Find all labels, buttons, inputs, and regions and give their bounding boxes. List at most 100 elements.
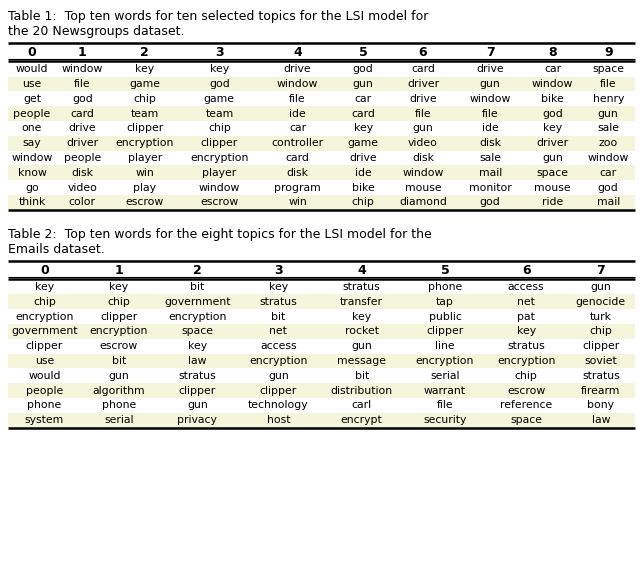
- Text: key: key: [35, 282, 54, 292]
- Text: monitor: monitor: [469, 182, 511, 192]
- Text: bike: bike: [541, 94, 564, 104]
- Text: government: government: [11, 327, 77, 337]
- Text: play: play: [133, 182, 156, 192]
- Text: window: window: [470, 94, 511, 104]
- Text: security: security: [423, 415, 467, 425]
- Text: get: get: [23, 94, 41, 104]
- Text: video: video: [67, 182, 97, 192]
- Text: ride: ride: [542, 197, 563, 208]
- Text: clipper: clipper: [426, 327, 463, 337]
- Text: 1: 1: [78, 46, 86, 59]
- Text: chip: chip: [589, 327, 612, 337]
- Text: encrypt: encrypt: [341, 415, 383, 425]
- Text: window: window: [198, 182, 240, 192]
- Text: know: know: [17, 168, 46, 178]
- Text: chip: chip: [108, 297, 131, 307]
- Text: key: key: [352, 311, 371, 321]
- Text: tap: tap: [436, 297, 454, 307]
- Text: pat: pat: [517, 311, 535, 321]
- Text: Emails dataset.: Emails dataset.: [8, 243, 105, 256]
- Text: chip: chip: [515, 371, 538, 381]
- Text: file: file: [74, 79, 91, 89]
- Text: clipper: clipper: [201, 138, 238, 148]
- Text: game: game: [204, 94, 235, 104]
- Text: disk: disk: [71, 168, 93, 178]
- Text: game: game: [129, 79, 160, 89]
- Text: rocket: rocket: [345, 327, 379, 337]
- Text: stratus: stratus: [260, 297, 298, 307]
- Text: god: god: [480, 197, 500, 208]
- Text: card: card: [285, 153, 310, 163]
- Text: think: think: [19, 197, 45, 208]
- Text: video: video: [408, 138, 438, 148]
- Text: gun: gun: [598, 109, 619, 118]
- Text: drive: drive: [68, 123, 96, 134]
- Text: phone: phone: [28, 401, 61, 411]
- Text: Table 2:  Top ten words for the eight topics for the LSI model for the: Table 2: Top ten words for the eight top…: [8, 228, 432, 241]
- Text: gun: gun: [108, 371, 129, 381]
- Text: ide: ide: [355, 168, 371, 178]
- Text: encryption: encryption: [115, 138, 174, 148]
- Text: 7: 7: [596, 264, 605, 277]
- Text: window: window: [588, 153, 629, 163]
- Text: diamond: diamond: [399, 197, 447, 208]
- Text: would: would: [16, 64, 48, 74]
- Text: host: host: [267, 415, 290, 425]
- Text: encryption: encryption: [497, 356, 556, 366]
- Bar: [8, 165, 635, 180]
- Text: 5: 5: [358, 46, 367, 59]
- Bar: [8, 413, 635, 427]
- Text: sale: sale: [597, 123, 620, 134]
- Text: algorithm: algorithm: [93, 385, 145, 396]
- Text: card: card: [411, 64, 435, 74]
- Text: driver: driver: [536, 138, 568, 148]
- Text: god: god: [209, 79, 230, 89]
- Text: key: key: [188, 341, 207, 351]
- Text: sale: sale: [479, 153, 501, 163]
- Text: 9: 9: [604, 46, 612, 59]
- Text: gun: gun: [542, 153, 563, 163]
- Bar: [8, 383, 635, 398]
- Text: 6: 6: [419, 46, 428, 59]
- Text: clipper: clipper: [260, 385, 297, 396]
- Text: file: file: [600, 79, 616, 89]
- Text: warrant: warrant: [424, 385, 466, 396]
- Text: encryption: encryption: [15, 311, 74, 321]
- Text: ide: ide: [482, 123, 499, 134]
- Text: go: go: [25, 182, 39, 192]
- Text: window: window: [12, 153, 52, 163]
- Text: controller: controller: [271, 138, 324, 148]
- Text: key: key: [353, 123, 372, 134]
- Text: god: god: [353, 64, 374, 74]
- Text: zoo: zoo: [598, 138, 618, 148]
- Text: message: message: [337, 356, 386, 366]
- Text: 2: 2: [193, 264, 202, 277]
- Text: one: one: [22, 123, 42, 134]
- Text: transfer: transfer: [340, 297, 383, 307]
- Text: serial: serial: [430, 371, 460, 381]
- Text: key: key: [269, 282, 288, 292]
- Text: key: key: [210, 64, 229, 74]
- Text: net: net: [269, 327, 287, 337]
- Text: gun: gun: [480, 79, 500, 89]
- Text: 6: 6: [522, 264, 531, 277]
- Text: card: card: [351, 109, 375, 118]
- Text: people: people: [13, 109, 51, 118]
- Text: player: player: [202, 168, 236, 178]
- Text: stratus: stratus: [582, 371, 620, 381]
- Bar: [8, 295, 635, 309]
- Text: stratus: stratus: [179, 371, 216, 381]
- Text: phone: phone: [428, 282, 462, 292]
- Text: 3: 3: [215, 46, 223, 59]
- Text: god: god: [542, 109, 563, 118]
- Bar: [8, 136, 635, 150]
- Text: government: government: [164, 297, 230, 307]
- Text: privacy: privacy: [177, 415, 218, 425]
- Text: say: say: [22, 138, 41, 148]
- Text: access: access: [508, 282, 545, 292]
- Text: technology: technology: [248, 401, 308, 411]
- Text: would: would: [28, 371, 61, 381]
- Text: gun: gun: [591, 282, 611, 292]
- Text: chip: chip: [133, 94, 156, 104]
- Text: clipper: clipper: [126, 123, 163, 134]
